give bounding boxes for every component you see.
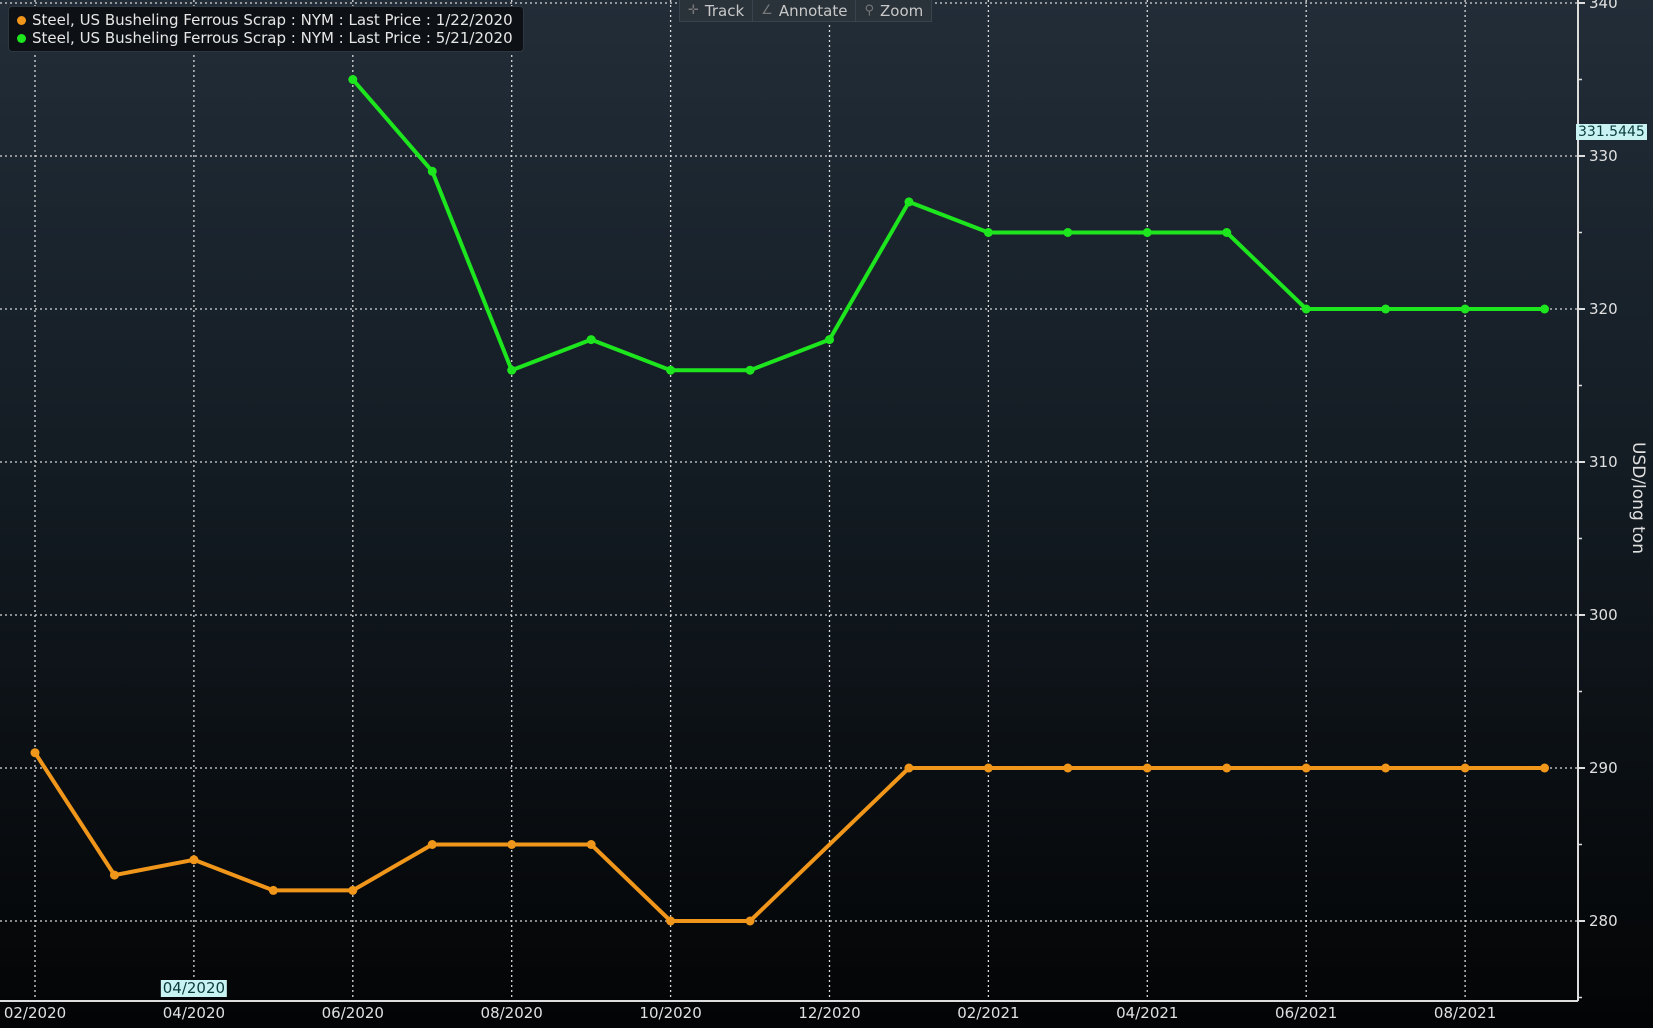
data-point[interactable]: [1222, 228, 1232, 237]
data-point[interactable]: [109, 870, 119, 880]
data-point[interactable]: [1301, 763, 1311, 773]
track-button[interactable]: ✛ Track: [680, 0, 754, 21]
orange-dot-icon: [17, 15, 26, 25]
y-tick-label: 310: [1589, 453, 1618, 471]
data-point[interactable]: [1460, 763, 1470, 773]
data-point[interactable]: [1063, 763, 1073, 773]
x-tick-label: 02/2020: [3, 1004, 67, 1022]
legend-label: Steel, US Busheling Ferrous Scrap : NYM …: [32, 11, 513, 29]
data-point[interactable]: [507, 365, 517, 375]
x-tick-label: 10/2020: [639, 1004, 702, 1022]
y-tick-label: 290: [1589, 759, 1618, 777]
data-point[interactable]: [1142, 763, 1152, 773]
series-line-0: [33, 751, 1545, 923]
chart-toolbar: ✛ Track ∠ Annotate ⚲ Zoom: [679, 0, 933, 22]
data-point[interactable]: [427, 840, 437, 849]
data-point[interactable]: [427, 166, 437, 176]
y-tick-label: 300: [1589, 606, 1618, 624]
annotate-button[interactable]: ∠ Annotate: [753, 0, 857, 21]
zoom-label: Zoom: [880, 1, 924, 20]
data-point[interactable]: [666, 365, 676, 375]
data-point[interactable]: [586, 335, 596, 345]
data-point[interactable]: [348, 75, 358, 84]
data-point[interactable]: [745, 916, 755, 926]
cursor-x-readout: 04/2020: [160, 979, 228, 997]
data-point[interactable]: [983, 763, 993, 773]
crosshair-icon: ✛: [688, 2, 699, 18]
x-tick-label: 02/2021: [957, 1004, 1020, 1022]
track-label: Track: [704, 1, 745, 20]
legend-item-green[interactable]: Steel, US Busheling Ferrous Scrap : NYM …: [17, 29, 513, 47]
data-point[interactable]: [904, 763, 914, 773]
data-point[interactable]: [1063, 228, 1073, 237]
x-tick-label: 06/2020: [321, 1004, 384, 1022]
pencil-icon: ∠: [761, 2, 773, 18]
data-point[interactable]: [745, 365, 755, 375]
data-point[interactable]: [189, 855, 199, 865]
x-tick-label: 06/2021: [1275, 1004, 1338, 1022]
data-point[interactable]: [1540, 763, 1550, 773]
data-point[interactable]: [1142, 228, 1152, 237]
y-tick-label: 320: [1589, 300, 1618, 318]
x-tick-label: 04/2021: [1116, 1004, 1179, 1022]
data-point[interactable]: [825, 335, 834, 345]
legend-label: Steel, US Busheling Ferrous Scrap : NYM …: [32, 29, 513, 47]
data-point[interactable]: [1540, 304, 1550, 314]
cursor-y-readout: 331.5445: [1576, 124, 1647, 141]
y-axis-label: USD/long ton: [1628, 442, 1648, 554]
data-point[interactable]: [1381, 304, 1391, 314]
legend: Steel, US Busheling Ferrous Scrap : NYM …: [8, 6, 524, 52]
data-point[interactable]: [904, 197, 914, 207]
x-tick-label: 12/2020: [798, 1004, 861, 1022]
green-dot-icon: [17, 33, 26, 43]
data-point[interactable]: [268, 885, 278, 895]
annotate-label: Annotate: [778, 1, 848, 20]
data-point[interactable]: [1222, 763, 1232, 773]
data-point[interactable]: [30, 748, 40, 758]
data-point[interactable]: [507, 840, 517, 849]
data-point[interactable]: [586, 840, 596, 849]
x-tick-label: 04/2020: [162, 1004, 226, 1022]
legend-item-orange[interactable]: Steel, US Busheling Ferrous Scrap : NYM …: [17, 11, 513, 29]
magnifier-icon: ⚲: [864, 2, 874, 18]
data-point[interactable]: [1460, 304, 1470, 314]
data-point[interactable]: [666, 916, 676, 926]
y-tick-label: 280: [1589, 912, 1618, 930]
y-tick-label: 340: [1589, 0, 1618, 12]
data-point[interactable]: [1381, 763, 1391, 773]
data-point[interactable]: [1301, 304, 1311, 314]
series-line-1: [351, 78, 1545, 373]
data-point[interactable]: [348, 885, 358, 895]
x-tick-label: 08/2020: [480, 1004, 543, 1022]
zoom-button[interactable]: ⚲ Zoom: [856, 0, 931, 21]
x-tick-label: 08/2021: [1433, 1004, 1497, 1022]
data-point[interactable]: [983, 228, 993, 237]
y-tick-label: 330: [1589, 147, 1618, 165]
